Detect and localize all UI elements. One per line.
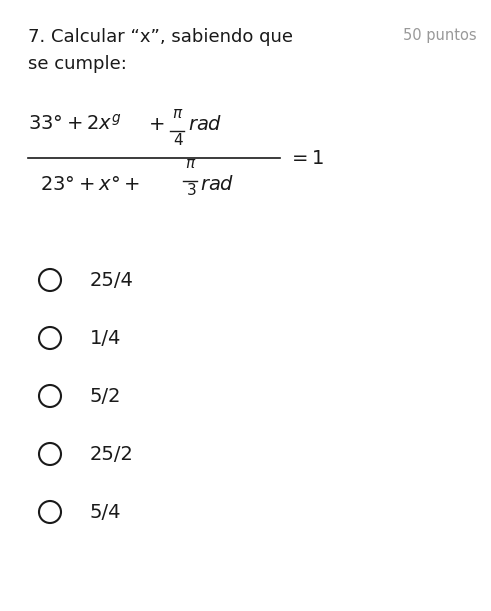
Text: $\it{rad}$: $\it{rad}$ (200, 175, 234, 194)
Text: 5/4: 5/4 (90, 502, 121, 522)
Text: $\it{\pi}$: $\it{\pi}$ (172, 106, 184, 121)
Text: $\it{\pi}$: $\it{\pi}$ (185, 156, 196, 171)
Text: 25/4: 25/4 (90, 271, 134, 290)
Text: $\it{23°+x°+}$: $\it{23°+x°+}$ (40, 175, 140, 194)
Text: $\it{3}$: $\it{3}$ (186, 182, 196, 198)
Text: 50 puntos: 50 puntos (404, 28, 477, 43)
Text: 5/2: 5/2 (90, 387, 121, 406)
Text: $\it{= 1}$: $\it{= 1}$ (288, 148, 325, 167)
Text: 1/4: 1/4 (90, 329, 121, 348)
Text: se cumple:: se cumple: (28, 55, 127, 73)
Text: $\it{33°+2x^g}$: $\it{33°+2x^g}$ (28, 114, 121, 134)
Text: 25/2: 25/2 (90, 444, 134, 464)
Text: 7. Calcular “x”, sabiendo que: 7. Calcular “x”, sabiendo que (28, 28, 293, 46)
Text: $\it{rad}$: $\it{rad}$ (188, 115, 222, 134)
Text: $\it{4}$: $\it{4}$ (173, 132, 184, 148)
Text: $\it{+}$: $\it{+}$ (148, 115, 164, 134)
